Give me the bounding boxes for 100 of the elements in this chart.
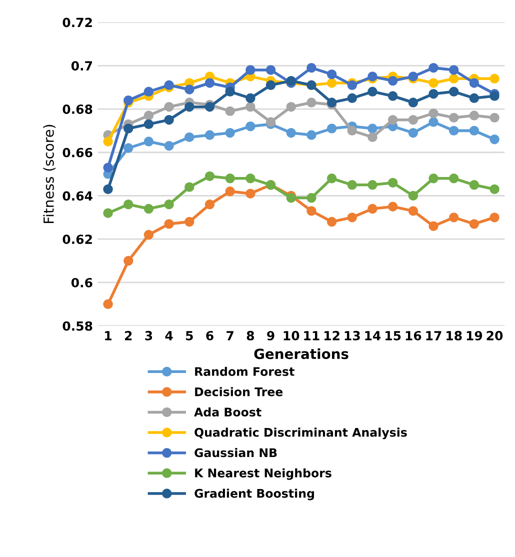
point [347,93,357,104]
point [103,208,113,218]
point [124,124,134,134]
point [246,122,256,132]
y-tick-label: 0.72 [62,18,92,28]
point [144,136,154,146]
point [469,110,480,120]
point [490,212,500,222]
y-tick-label: 0.66 [62,148,92,158]
point [103,136,113,146]
point [124,143,134,153]
point [103,299,113,310]
point [204,130,215,140]
point [448,174,459,184]
point [408,98,418,108]
point [490,184,500,194]
point [225,174,235,184]
point [368,180,378,190]
point [388,76,398,86]
y-tick-label: 0.68 [62,104,92,114]
point [266,80,276,90]
point [408,72,418,82]
legend-label: Ada Boost [194,407,262,417]
point [144,230,154,240]
point [246,65,256,75]
point [184,216,194,227]
point [204,171,215,182]
point [164,102,174,112]
point [246,174,256,184]
point [246,188,256,198]
point [164,219,174,229]
point [266,117,276,127]
point [326,174,337,184]
point [225,86,235,97]
point [326,216,337,227]
point [266,65,276,75]
point [286,128,296,138]
point [124,200,134,210]
point [490,134,500,144]
x-tick-label: 1 [105,331,112,340]
x-tick-label: 18 [446,330,462,340]
point [164,200,174,210]
point [428,78,438,88]
point [428,221,438,231]
point [347,212,357,222]
x-tick-label: 19 [466,330,482,340]
legend-label: Gaussian NB [194,448,277,458]
point [225,106,235,116]
point [204,200,215,210]
x-tick-label: 13 [344,330,360,340]
point [388,114,398,125]
point [286,76,296,86]
point [144,110,154,120]
x-tick-label: 15 [386,331,401,340]
y-tick-label: 0.7 [71,61,92,71]
x-tick-label: 11 [304,331,320,340]
x-tick-label: 3 [145,330,152,340]
point [469,78,480,88]
point [246,93,256,104]
point [368,132,378,142]
point [448,212,459,222]
y-tick-label: 0.6 [71,278,92,288]
x-tick-label: 17 [426,331,442,340]
y-tick-label: 0.64 [62,191,92,201]
point [144,204,154,214]
point [388,178,398,188]
point [408,128,418,138]
point [144,86,154,97]
point [306,193,316,203]
point [286,193,296,203]
x-tick-label: 6 [206,330,214,340]
point [408,114,418,125]
point [286,102,296,112]
point [368,86,378,97]
point [184,102,194,112]
x-tick-label: 10 [284,330,300,340]
legend-label: Decision Tree [195,387,283,396]
point [490,91,500,101]
point [184,132,194,142]
point [469,93,480,104]
x-tick-label: 9 [267,330,274,340]
point [408,206,418,216]
point [368,124,378,134]
point [368,204,378,214]
point [428,88,438,99]
point [124,256,134,266]
point [246,102,256,112]
point [225,186,235,196]
point [326,124,337,134]
point [448,65,459,75]
point [103,184,113,194]
point [469,219,480,229]
point [164,114,174,125]
point [428,117,438,127]
point [326,69,337,80]
point [184,182,194,192]
point [184,84,194,94]
point [306,98,316,108]
y-tick-label: 0.58 [62,321,92,331]
point [448,112,459,123]
